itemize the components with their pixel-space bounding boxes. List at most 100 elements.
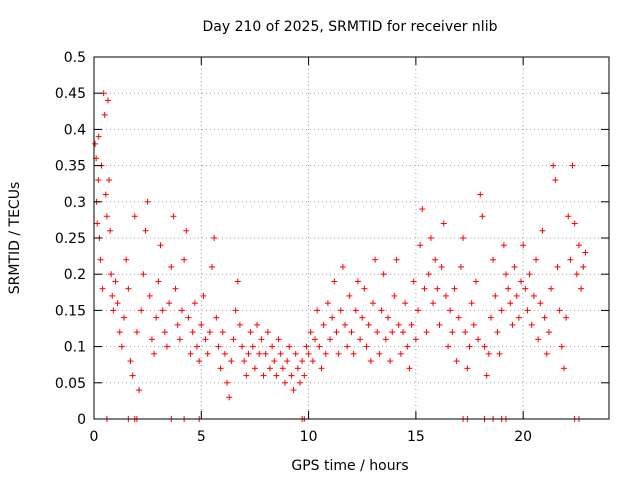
data-point	[462, 329, 469, 336]
data-point	[174, 321, 181, 328]
data-point	[333, 329, 340, 336]
data-point	[335, 350, 342, 357]
data-point	[483, 372, 490, 379]
data-point	[181, 256, 188, 263]
data-point	[520, 242, 527, 249]
y-tick-label: 0.1	[64, 340, 86, 356]
data-point	[191, 300, 198, 307]
data-point	[127, 358, 134, 365]
data-point	[294, 365, 301, 372]
data-point	[545, 329, 552, 336]
x-axis-label: GPS time / hours	[291, 458, 408, 474]
data-point	[374, 329, 381, 336]
data-point	[196, 358, 203, 365]
chart-title: Day 210 of 2025, SRMTID for receiver nli…	[203, 19, 498, 35]
data-point	[215, 343, 222, 350]
data-point	[178, 307, 185, 314]
data-point	[309, 358, 316, 365]
data-point	[569, 162, 576, 169]
y-tick-label: 0.5	[64, 50, 86, 66]
data-point	[144, 198, 151, 205]
data-point	[415, 307, 422, 314]
data-point	[314, 307, 321, 314]
data-point	[299, 358, 306, 365]
y-tick-label: 0.3	[64, 195, 86, 211]
data-point	[434, 285, 441, 292]
data-point	[95, 133, 102, 140]
data-point	[303, 343, 310, 350]
data-point	[221, 350, 228, 357]
data-point	[219, 329, 226, 336]
data-point	[224, 379, 231, 386]
data-point	[470, 321, 477, 328]
data-point	[556, 307, 563, 314]
data-point	[202, 336, 209, 343]
data-point	[131, 213, 138, 220]
data-point	[277, 350, 284, 357]
data-point	[372, 256, 379, 263]
data-point	[151, 350, 158, 357]
data-point	[256, 350, 263, 357]
data-point	[232, 307, 239, 314]
data-point	[481, 343, 488, 350]
data-point	[472, 278, 479, 285]
data-point	[515, 314, 522, 321]
data-point	[402, 300, 409, 307]
data-point	[485, 350, 492, 357]
data-point	[376, 350, 383, 357]
data-point	[344, 343, 351, 350]
data-point	[494, 329, 501, 336]
data-point	[342, 321, 349, 328]
data-point	[505, 285, 512, 292]
data-point	[468, 300, 475, 307]
x-tick-label: 15	[407, 429, 425, 445]
data-point	[503, 271, 509, 278]
data-point	[552, 177, 559, 184]
data-point	[509, 321, 516, 328]
data-point	[361, 285, 368, 292]
data-point	[507, 300, 514, 307]
y-tick-label: 0.05	[55, 376, 86, 392]
data-point	[163, 343, 170, 350]
data-point	[133, 329, 140, 336]
data-point	[266, 365, 273, 372]
data-point	[337, 307, 344, 314]
data-point	[142, 227, 149, 234]
x-tick-label: 0	[90, 429, 99, 445]
data-point	[511, 263, 518, 270]
data-point	[369, 300, 376, 307]
data-point	[198, 321, 205, 328]
data-point	[110, 307, 117, 314]
data-point	[249, 343, 256, 350]
y-axis-label: SRMTID / TECUs	[7, 182, 23, 295]
data-point	[427, 235, 434, 241]
data-point	[432, 256, 439, 263]
data-point	[301, 372, 308, 379]
data-point	[185, 314, 192, 321]
data-point	[395, 321, 402, 328]
data-point	[275, 336, 282, 343]
data-point	[206, 329, 213, 336]
data-point	[159, 307, 166, 314]
data-point	[312, 336, 319, 343]
data-point	[187, 350, 194, 357]
data-point	[384, 314, 391, 321]
data-point	[264, 329, 271, 336]
data-point	[166, 300, 173, 307]
data-point	[161, 329, 168, 336]
data-point	[565, 213, 572, 220]
data-point	[103, 213, 110, 220]
data-point	[350, 350, 357, 357]
data-point	[211, 235, 218, 241]
data-point	[153, 314, 160, 321]
data-point	[209, 263, 216, 270]
y-tick-label: 0.2	[64, 267, 86, 283]
data-point	[406, 365, 413, 372]
data-point	[397, 350, 404, 357]
data-point	[518, 278, 525, 285]
data-point	[423, 329, 430, 336]
data-points	[92, 90, 589, 422]
data-point	[307, 329, 314, 336]
data-point	[449, 329, 456, 336]
data-point	[262, 350, 269, 357]
